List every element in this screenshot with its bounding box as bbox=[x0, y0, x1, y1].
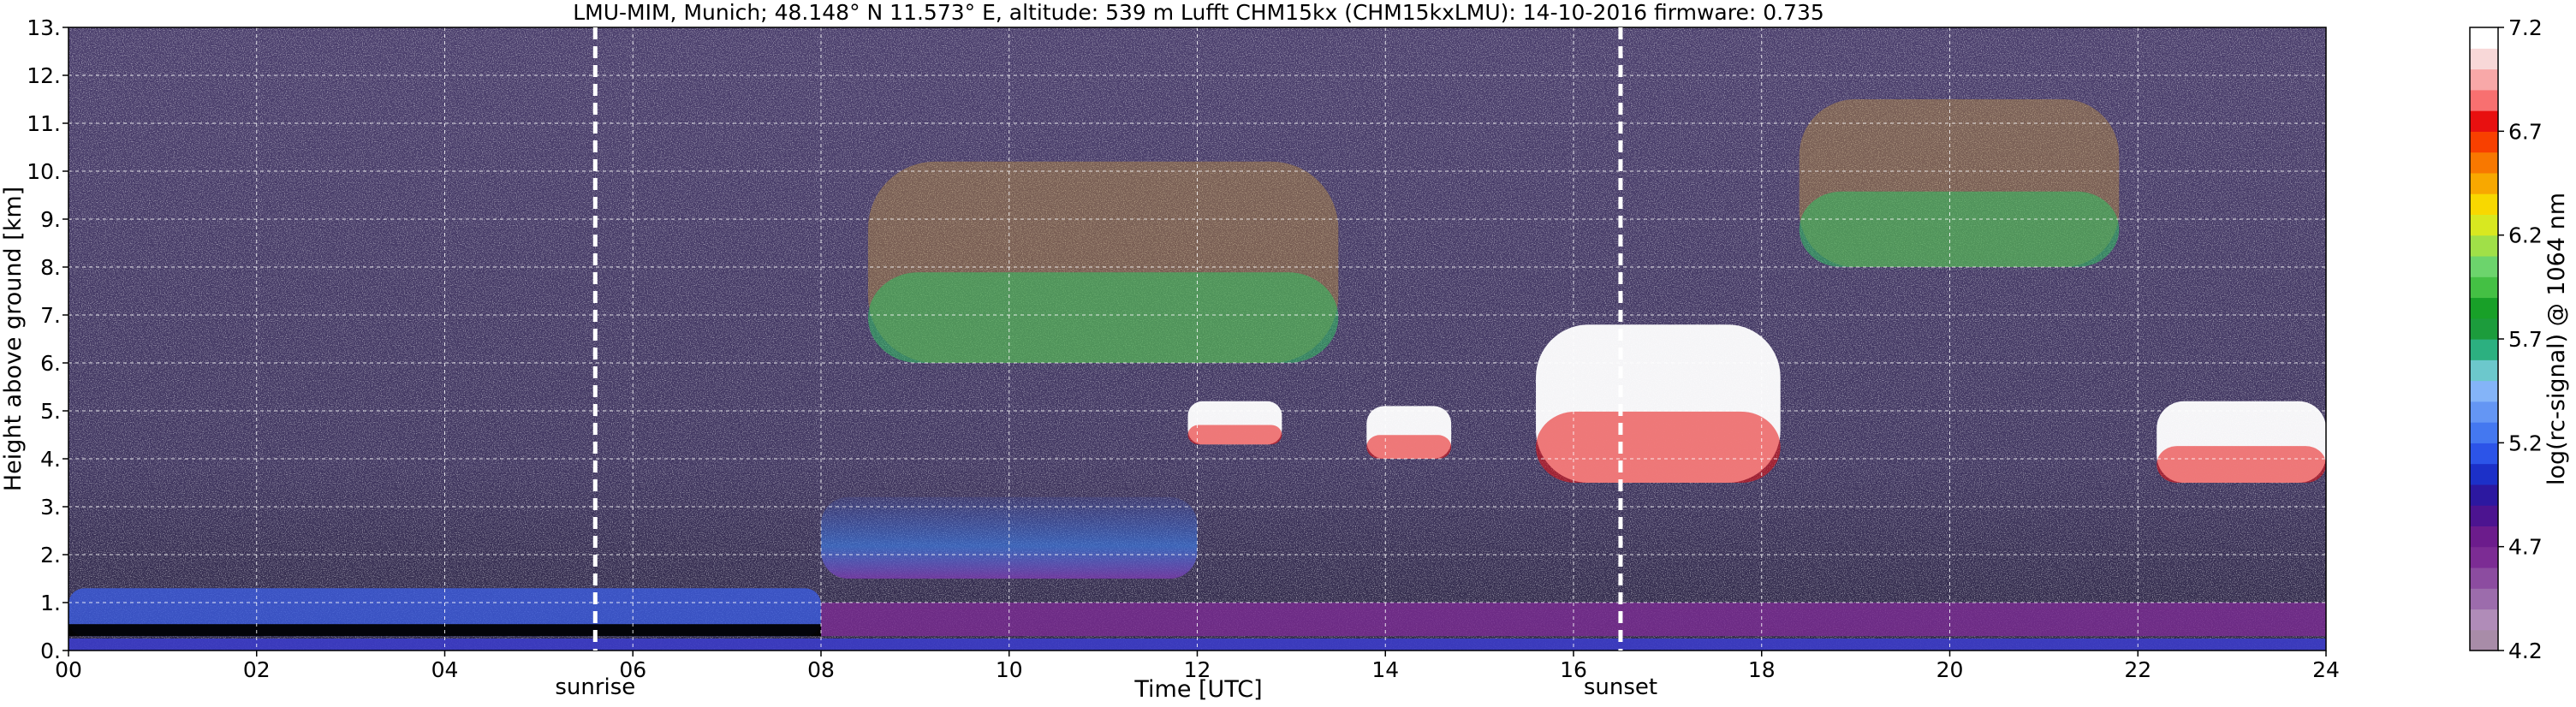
colorbar-segment bbox=[2470, 131, 2498, 153]
backscatter-features bbox=[68, 99, 2326, 651]
y-tick-label: 9. bbox=[40, 207, 61, 232]
colorbar-segment bbox=[2470, 339, 2498, 360]
sunset-label: sunset bbox=[1584, 674, 1657, 700]
feature-cloud-core bbox=[1366, 435, 1452, 459]
colorbar-segment bbox=[2470, 68, 2498, 91]
colorbar-segment bbox=[2470, 505, 2498, 526]
chart-title: LMU-MIM, Munich; 48.148° N 11.573° E, al… bbox=[573, 0, 1824, 25]
x-tick-label: 24 bbox=[2312, 657, 2340, 682]
colorbar-segment bbox=[2470, 214, 2498, 236]
colorbar-segment bbox=[2470, 359, 2498, 382]
y-tick-label: 2. bbox=[40, 543, 61, 567]
y-tick-label: 4. bbox=[40, 447, 61, 472]
y-tick-label: 5. bbox=[40, 399, 61, 424]
x-axis-ticks: 00 02 04 06 08 10 12 14 16 18 20 22 24 bbox=[55, 651, 2340, 682]
colorbar-segment bbox=[2470, 172, 2498, 194]
colorbar-segment bbox=[2470, 567, 2498, 589]
colorbar-tick-label: 6.2 bbox=[2508, 223, 2543, 248]
x-tick-label: 10 bbox=[996, 657, 1023, 682]
y-tick-label: 6. bbox=[40, 351, 61, 376]
x-tick-label: 22 bbox=[2124, 657, 2151, 682]
feature-cirrus-7 bbox=[1799, 99, 2120, 267]
x-tick-label: 20 bbox=[1936, 657, 1964, 682]
feature-cirrus-core bbox=[1799, 191, 2120, 267]
y-axis-ticks: 0. 1. 2. 3. 4. 5. 6. 7. 8. 9. 10. 11. 12. 13. bbox=[27, 15, 68, 663]
y-tick-label: 12. bbox=[27, 63, 61, 88]
colorbar-segment bbox=[2470, 401, 2498, 423]
y-tick-label: 10. bbox=[27, 159, 61, 184]
feature-cloud-3 bbox=[1366, 406, 1452, 459]
colorbar-segment bbox=[2470, 152, 2498, 174]
x-tick-label: 02 bbox=[243, 657, 271, 682]
colorbar-segment bbox=[2470, 629, 2498, 651]
colorbar-segment bbox=[2470, 588, 2498, 610]
x-tick-label: 12 bbox=[1184, 657, 1211, 682]
feature-aerosol_layer-1 bbox=[821, 496, 1198, 579]
x-tick-label: 16 bbox=[1560, 657, 1587, 682]
sunrise-label: sunrise bbox=[555, 674, 635, 700]
y-tick-label: 0. bbox=[40, 639, 61, 663]
colorbar-segment bbox=[2470, 526, 2498, 548]
colorbar-segment bbox=[2470, 110, 2498, 132]
feature-cloud-core bbox=[1187, 425, 1282, 445]
feature-cloud-core bbox=[2157, 446, 2326, 483]
feature-cirrus-core bbox=[867, 272, 1339, 363]
colorbar-segment bbox=[2470, 255, 2498, 277]
colorbar-segment bbox=[2470, 297, 2498, 319]
x-tick-label: 04 bbox=[431, 657, 459, 682]
colorbar-segment bbox=[2470, 609, 2498, 631]
colorbar-segment bbox=[2470, 463, 2498, 485]
colorbar-tick-label: 6.7 bbox=[2508, 119, 2543, 144]
x-axis-label: Time [UTC] bbox=[1133, 676, 1262, 703]
colorbar-label: log(rc-signal) @ 1064 nm bbox=[2543, 193, 2570, 485]
event-annotations: sunrise sunset bbox=[555, 674, 1657, 700]
grid-lines bbox=[68, 27, 2327, 651]
y-tick-label: 13. bbox=[27, 15, 61, 40]
y-tick-label: 11. bbox=[27, 111, 61, 136]
colorbar-segment bbox=[2470, 422, 2498, 443]
feature-cloud-5 bbox=[2157, 401, 2326, 483]
feature-aerosol_layer-body bbox=[821, 496, 1198, 579]
colorbar: 4.2 4.7 5.2 5.7 6.2 6.7 7.2 bbox=[2469, 15, 2543, 663]
x-tick-label: 14 bbox=[1371, 657, 1399, 682]
event-lines bbox=[592, 27, 1623, 651]
y-tick-label: 7. bbox=[40, 303, 61, 328]
colorbar-segment bbox=[2470, 48, 2498, 70]
feature-cloud-2 bbox=[1187, 401, 1282, 445]
colorbar-segment bbox=[2470, 443, 2498, 465]
feature-cloud-4 bbox=[1536, 324, 1781, 483]
colorbar-segment bbox=[2470, 484, 2498, 506]
x-tick-label: 06 bbox=[619, 657, 646, 682]
feature-cloud-core bbox=[1536, 411, 1781, 483]
x-tick-label: 08 bbox=[807, 657, 835, 682]
colorbar-segment bbox=[2470, 276, 2498, 299]
x-tick-label: 18 bbox=[1748, 657, 1776, 682]
colorbar-segment bbox=[2470, 546, 2498, 568]
colorbar-tick-label: 4.2 bbox=[2508, 639, 2543, 663]
colorbar-segment bbox=[2470, 89, 2498, 111]
colorbar-segment bbox=[2470, 318, 2498, 340]
colorbar-tick-label: 5.2 bbox=[2508, 431, 2543, 455]
colorbar-tick-label: 4.7 bbox=[2508, 535, 2543, 560]
colorbar-segment bbox=[2470, 27, 2498, 49]
y-axis-label: Height above ground [km] bbox=[0, 187, 27, 491]
feature-cirrus-6 bbox=[867, 161, 1339, 363]
x-tick-label: 00 bbox=[55, 657, 82, 682]
colorbar-tick-label: 7.2 bbox=[2508, 15, 2543, 40]
y-tick-label: 8. bbox=[40, 255, 61, 280]
colorbar-segment bbox=[2470, 380, 2498, 402]
y-tick-label: 1. bbox=[40, 591, 61, 615]
colorbar-segment bbox=[2470, 235, 2498, 257]
y-tick-label: 3. bbox=[40, 495, 61, 520]
colorbar-segment bbox=[2470, 193, 2498, 215]
colorbar-tick-label: 5.7 bbox=[2508, 327, 2543, 352]
